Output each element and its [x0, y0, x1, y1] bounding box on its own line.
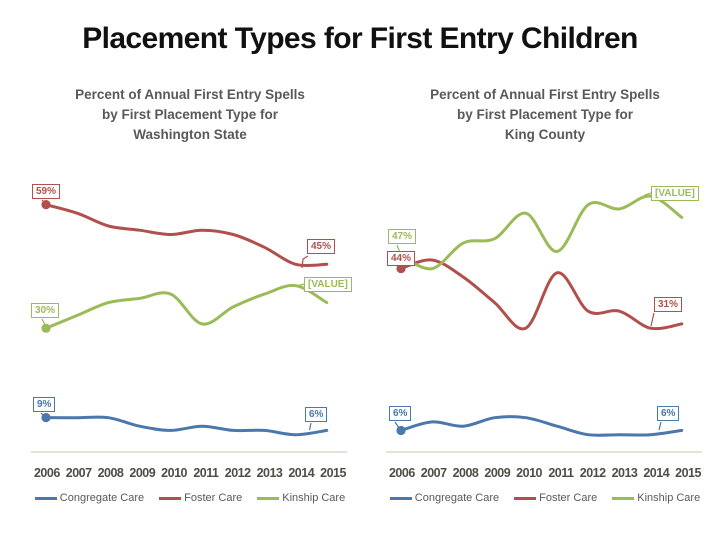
chart-title-line: Percent of Annual First Entry Spells: [75, 87, 305, 102]
chart-title-line: by First Placement Type for: [101, 107, 279, 122]
legend-swatch-kinship: [257, 496, 280, 500]
callout-line: [308, 422, 312, 431]
legend-label: Foster Care: [184, 492, 243, 504]
x-axis-labels: 2006 2007 2008 2009 2010 2011 2012 2013 2014 2015: [386, 466, 704, 480]
legend-label: Congregate Care: [414, 492, 500, 504]
data-label-congregate-2006: 9%: [33, 397, 56, 412]
x-axis-year: 2010: [161, 466, 187, 480]
chart-title-king-county: Percent of Annual First Entry Spells by …: [385, 85, 705, 145]
callout-line: [650, 312, 655, 327]
series-start-marker-congregate: [41, 413, 51, 423]
x-axis-year: 2007: [65, 466, 92, 480]
x-axis-year: 2010: [516, 466, 542, 480]
series-start-marker-kinship: [41, 323, 51, 333]
x-axis-year: 2008: [452, 466, 479, 480]
data-label-kinship-2014: [VALUE]: [651, 186, 699, 201]
x-axis-year: 2012: [224, 466, 251, 480]
data-label-foster-2015: 45%: [307, 239, 336, 254]
legend-label: Congregate Care: [59, 492, 145, 504]
data-label-congregate-2015: 6%: [657, 406, 680, 421]
chart-title-washington: Percent of Annual First Entry Spells by …: [30, 85, 350, 145]
legend-item-kinship: Kinship Care: [612, 492, 700, 504]
x-axis-year: 2011: [548, 466, 574, 480]
x-axis-year: 2008: [97, 466, 124, 480]
legend-label: Foster Care: [539, 492, 598, 504]
series-line-congregate: [44, 415, 329, 437]
series-start-marker-congregate: [396, 425, 406, 436]
series-start-marker-foster: [396, 263, 406, 274]
slide-title: Placement Types for First Entry Children: [82, 22, 638, 55]
x-axis-year: 2007: [420, 466, 447, 480]
chart-title-line: Percent of Annual First Entry Spells: [430, 87, 660, 102]
x-axis-year: 2009: [484, 466, 511, 480]
legend: Congregate Care Foster Care Kinship Care: [385, 492, 705, 504]
series-line-congregate: [399, 415, 684, 437]
data-label-congregate-2006: 6%: [389, 406, 412, 421]
x-axis-year: 2006: [33, 466, 60, 480]
legend-item-congregate: Congregate Care: [389, 492, 500, 504]
x-axis-year: 2014: [643, 466, 670, 480]
x-axis-labels: 2006 2007 2008 2009 2010 2011 2012 2013 2014 2015: [31, 466, 349, 480]
line-chart-washington: [31, 199, 347, 453]
series-line-foster: [44, 203, 329, 268]
chart-title-line: King County: [504, 127, 586, 142]
legend-swatch-congregate: [389, 496, 412, 500]
x-axis-year: 2014: [288, 466, 315, 480]
legend-item-kinship: Kinship Care: [257, 492, 345, 504]
legend-swatch-foster: [159, 496, 182, 500]
data-label-congregate-2015: 6%: [305, 407, 328, 422]
chart-panel-king-county: Percent of Annual First Entry Spells by …: [385, 80, 705, 540]
legend-label: Kinship Care: [282, 492, 346, 504]
legend-item-congregate: Congregate Care: [34, 492, 145, 504]
legend-swatch-kinship: [612, 496, 635, 500]
data-label-kinship-2006: 47%: [388, 229, 417, 244]
data-label-foster-2006: 44%: [387, 251, 416, 266]
legend-swatch-congregate: [34, 496, 57, 500]
x-axis-year: 2011: [193, 466, 219, 480]
series-start-marker-foster: [41, 200, 51, 210]
x-axis-year: 2013: [611, 466, 638, 480]
data-label-kinship-2014: [VALUE]: [304, 277, 352, 292]
legend-item-foster: Foster Care: [159, 492, 242, 504]
series-line-kinship: [399, 194, 684, 271]
line-chart-king-county: [386, 192, 702, 453]
x-axis-year: 2015: [320, 466, 346, 480]
data-label-foster-2015: 31%: [654, 297, 683, 312]
legend-swatch-foster: [514, 496, 537, 500]
legend-label: Kinship Care: [637, 492, 701, 504]
chart-panel-washington: Percent of Annual First Entry Spells by …: [30, 80, 352, 540]
legend: Congregate Care Foster Care Kinship Care: [30, 492, 350, 504]
data-label-foster-2006: 59%: [32, 184, 61, 199]
series-line-kinship: [44, 283, 329, 330]
x-axis-year: 2015: [675, 466, 701, 480]
x-axis-year: 2009: [129, 466, 156, 480]
data-label-kinship-2006: 30%: [31, 303, 60, 318]
callout-line: [658, 421, 662, 431]
legend-item-foster: Foster Care: [514, 492, 597, 504]
series-line-foster: [399, 258, 684, 331]
chart-title-line: Washington State: [133, 127, 247, 142]
x-axis-year: 2012: [579, 466, 606, 480]
chart-title-line: by First Placement Type for: [456, 107, 634, 122]
x-axis-year: 2006: [388, 466, 415, 480]
x-axis-year: 2013: [256, 466, 283, 480]
